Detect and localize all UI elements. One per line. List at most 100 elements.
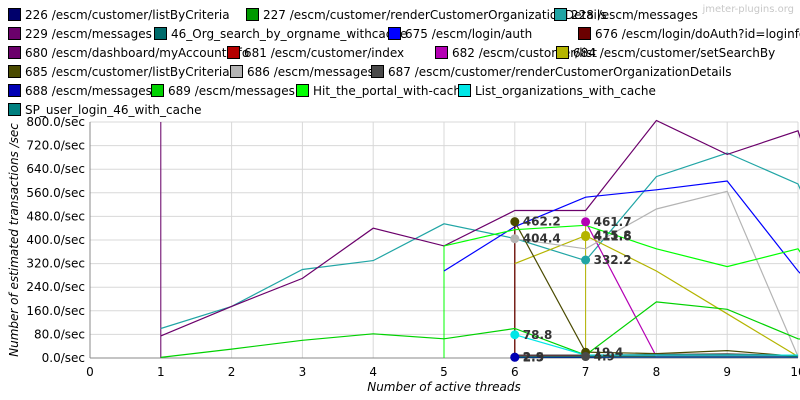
x-tick-label: 1: [157, 365, 165, 379]
legend-swatch: [8, 46, 21, 59]
legend-item: 684 /escm/customer/setSearchBy: [556, 46, 775, 60]
legend-swatch: [8, 103, 21, 116]
legend-item: 229 /escm/messages: [8, 27, 152, 41]
legend-item: 228 /escm/messages: [554, 8, 698, 22]
legend-label: 676 /escm/login/doAuth?id=loginform: [595, 27, 800, 41]
data-label: 411.6: [594, 230, 632, 244]
legend-label: 228 /escm/messages: [571, 8, 698, 22]
data-label: 404.4: [523, 232, 561, 246]
data-label: 462.2: [523, 215, 561, 229]
legend-swatch: [388, 27, 401, 40]
series-line: [514, 334, 798, 356]
legend-swatch: [578, 27, 591, 40]
legend-label: List_organizations_with_cache: [475, 84, 656, 98]
data-point: [510, 330, 520, 340]
legend-label: 684 /escm/customer/setSearchBy: [573, 46, 776, 60]
x-tick-label: 9: [723, 365, 731, 379]
legend-label: 675 /escm/login/auth: [405, 27, 533, 41]
legend-item: 227 /escm/customer/renderCustomerOrganiz…: [246, 8, 606, 22]
legend-label: 229 /escm/messages: [25, 27, 152, 41]
legend-swatch: [371, 65, 384, 78]
legend-item: 675 /escm/login/auth: [388, 27, 532, 41]
legend-swatch: [8, 84, 21, 97]
y-tick-label: 80.0/sec: [34, 327, 85, 341]
legend-label: 685 /escm/customer/listByCriteria: [25, 65, 230, 79]
legend-swatch: [8, 27, 21, 40]
legend-label: 46_Org_search_by_orgname_withcache: [171, 27, 408, 41]
data-point: [581, 352, 591, 362]
legend-swatch: [554, 8, 567, 21]
data-point: [510, 217, 520, 227]
data-point: [581, 217, 591, 227]
legend-label: 680 /escm/dashboard/myAccountInfo: [25, 46, 250, 60]
x-tick-label: 3: [299, 365, 307, 379]
data-point: [510, 352, 520, 362]
data-point: [510, 234, 520, 244]
legend-label: 689 /escm/messages: [168, 84, 295, 98]
y-tick-label: 560.0/sec: [26, 186, 85, 200]
legend-item: 676 /escm/login/doAuth?id=loginform: [578, 27, 800, 41]
y-tick-label: 800.0/sec: [26, 115, 85, 129]
legend-label: 686 /escm/messages: [247, 65, 374, 79]
legend-label: 681 /escm/customer/index: [244, 46, 405, 60]
y-tick-label: 240.0/sec: [26, 280, 85, 294]
legend-swatch: [435, 46, 448, 59]
legend-swatch: [227, 46, 240, 59]
y-tick-label: 400.0/sec: [26, 233, 85, 247]
legend-item: 686 /escm/messages: [230, 65, 374, 79]
legend-label: SP_user_login_46_with_cache: [25, 103, 202, 117]
x-tick-label: 0: [86, 365, 94, 379]
legend-label: Hit_the_portal_with-cache: [313, 84, 469, 98]
legend-swatch: [8, 65, 21, 78]
legend-swatch: [8, 8, 21, 21]
x-tick-label: 4: [369, 365, 377, 379]
legend-item: 688 /escm/messages: [8, 84, 152, 98]
legend-label: 688 /escm/messages: [25, 84, 152, 98]
x-tick-label: 10: [790, 365, 800, 379]
y-tick-label: 480.0/sec: [26, 209, 85, 223]
legend-label: 687 /escm/customer/renderCustomerOrganiz…: [388, 65, 732, 79]
y-tick-label: 0.0/sec: [42, 351, 85, 365]
data-label: 2.5: [523, 350, 544, 364]
watermark: jmeter-plugins.org: [702, 4, 794, 15]
legend-item: 680 /escm/dashboard/myAccountInfo: [8, 46, 249, 60]
legend-swatch: [458, 84, 471, 97]
legend-item: List_organizations_with_cache: [458, 84, 656, 98]
series-line: [160, 119, 800, 337]
legend-item: 46_Org_search_by_orgname_withcache: [154, 27, 407, 41]
legend-item: 685 /escm/customer/listByCriteria: [8, 65, 230, 79]
legend-item: 687 /escm/customer/renderCustomerOrganiz…: [371, 65, 731, 79]
legend-swatch: [151, 84, 164, 97]
y-tick-label: 320.0/sec: [26, 257, 85, 271]
data-label: 2.9: [523, 350, 544, 364]
legend-swatch: [154, 27, 167, 40]
x-tick-label: 6: [511, 365, 519, 379]
data-label: 4.9: [594, 350, 615, 364]
series-line: [514, 221, 799, 358]
series-line: [160, 301, 800, 358]
legend-swatch: [246, 8, 259, 21]
y-tick-label: 720.0/sec: [26, 139, 85, 153]
legend-item: 226 /escm/customer/listByCriteria: [8, 8, 230, 22]
data-label: 461.7: [594, 215, 632, 229]
y-tick-label: 640.0/sec: [26, 162, 85, 176]
x-axis-label: Number of active threads: [367, 380, 521, 394]
legend-label: 226 /escm/customer/listByCriteria: [25, 8, 230, 22]
x-tick-label: 5: [440, 365, 448, 379]
data-point: [581, 255, 591, 265]
x-tick-label: 2: [228, 365, 236, 379]
legend-swatch: [230, 65, 243, 78]
data-label: 19.4: [594, 345, 624, 359]
data-point: [581, 232, 591, 242]
legend-swatch: [556, 46, 569, 59]
legend-label: 227 /escm/customer/renderCustomerOrganiz…: [263, 8, 607, 22]
series-line: [443, 224, 800, 268]
legend-item: SP_user_login_46_with_cache: [8, 103, 202, 117]
legend-item: Hit_the_portal_with-cache: [296, 84, 468, 98]
x-tick-label: 8: [653, 365, 661, 379]
data-label: 78.8: [523, 328, 553, 342]
x-tick-label: 7: [582, 365, 590, 379]
data-label: 415.8: [594, 228, 632, 242]
y-tick-label: 160.0/sec: [26, 304, 85, 318]
